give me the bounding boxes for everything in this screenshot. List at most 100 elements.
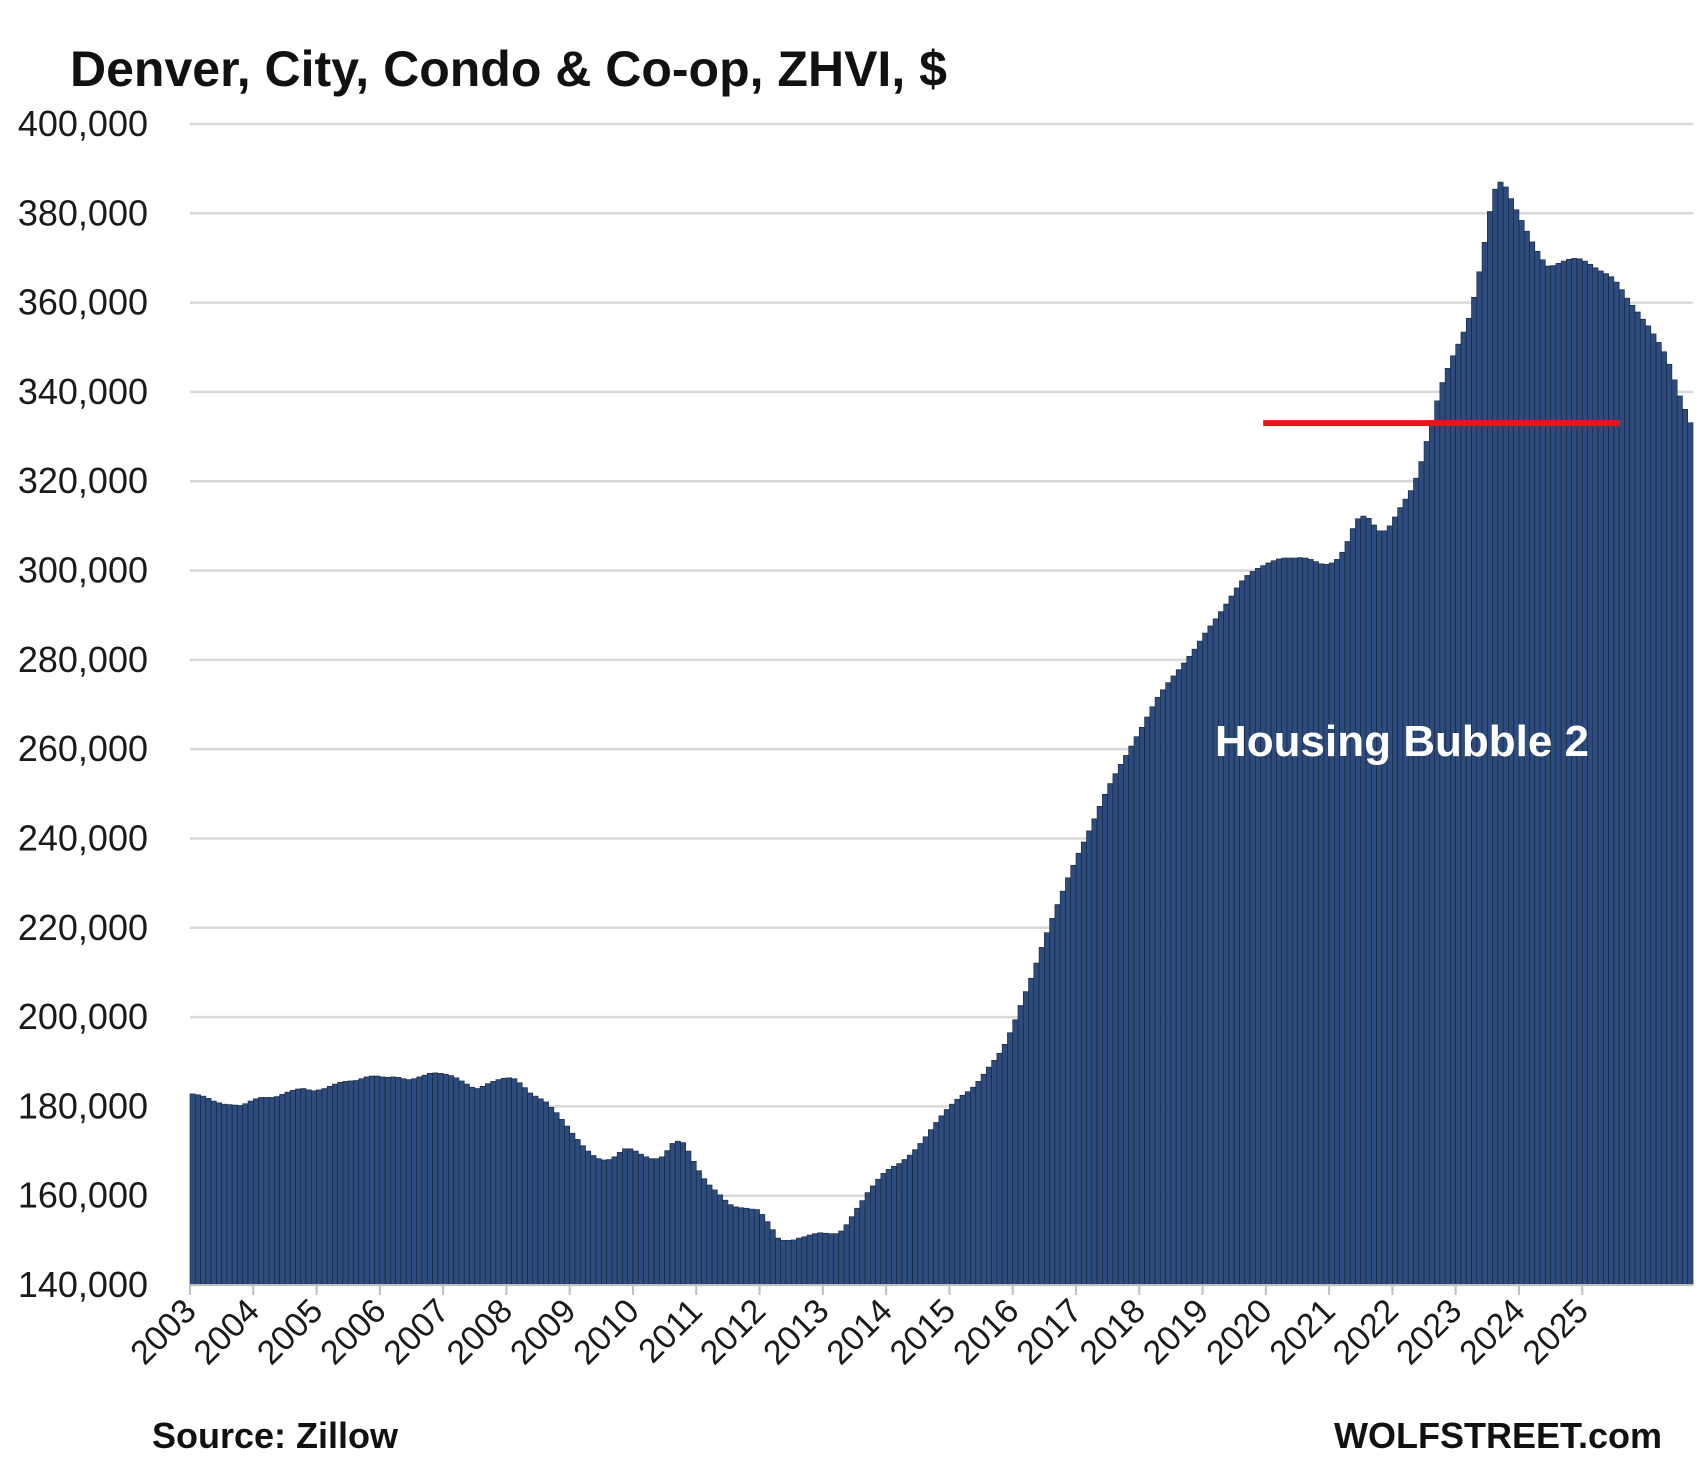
bar [632, 1150, 639, 1286]
bar [1624, 297, 1631, 1286]
bar [627, 1148, 634, 1286]
bar [811, 1233, 818, 1286]
bar [448, 1075, 454, 1286]
bar [1181, 662, 1188, 1286]
bar [1671, 379, 1678, 1286]
bar [384, 1077, 391, 1286]
bar [1170, 675, 1177, 1286]
bar [928, 1129, 934, 1286]
bar [1576, 258, 1583, 1286]
bar [358, 1078, 365, 1286]
bar [1007, 1032, 1013, 1286]
bar [1423, 441, 1430, 1286]
bar [231, 1104, 238, 1286]
bar [1376, 530, 1383, 1286]
bar [569, 1132, 576, 1286]
bar [1629, 304, 1636, 1286]
bar [1160, 689, 1166, 1286]
bar [521, 1087, 528, 1286]
y-tick-label: 300,000 [18, 550, 148, 591]
bar [1228, 595, 1235, 1286]
bar [194, 1094, 201, 1286]
bar [653, 1158, 660, 1286]
bar [1191, 648, 1198, 1286]
bar [268, 1097, 275, 1286]
bar [1302, 557, 1309, 1286]
y-tick-label: 140,000 [18, 1264, 148, 1305]
bar [896, 1163, 903, 1286]
x-tick-label: 2016 [946, 1292, 1026, 1372]
bar [400, 1078, 407, 1286]
y-tick-label: 200,000 [18, 996, 148, 1037]
bar [1402, 498, 1409, 1286]
bar [743, 1207, 750, 1286]
bar [543, 1101, 549, 1286]
bar [664, 1150, 671, 1286]
bar [405, 1079, 412, 1286]
x-tick-label: 2022 [1326, 1292, 1406, 1372]
bar [537, 1098, 544, 1286]
y-tick-label: 340,000 [18, 371, 148, 412]
bar [289, 1090, 296, 1286]
bar [1075, 852, 1082, 1286]
bar [1133, 736, 1140, 1286]
gridlines [190, 122, 1693, 1287]
bar [1033, 962, 1040, 1286]
chart-title: Denver, City, Condo & Co-op, ZHVI, $ [70, 41, 947, 97]
bar [759, 1214, 766, 1286]
bar [332, 1083, 338, 1286]
bar [843, 1224, 850, 1286]
bar [342, 1081, 349, 1286]
bar [326, 1085, 333, 1286]
bar [864, 1192, 871, 1286]
bar [806, 1234, 813, 1286]
bar [1286, 557, 1293, 1286]
bar [310, 1090, 317, 1286]
bar [685, 1150, 692, 1286]
bar [321, 1088, 328, 1286]
x-tick-label: 2014 [819, 1292, 899, 1372]
bar [1154, 697, 1161, 1286]
bar [1381, 530, 1388, 1286]
bar [1555, 263, 1562, 1286]
bar [189, 1093, 196, 1286]
bar [1239, 580, 1246, 1286]
bar [959, 1094, 966, 1286]
bar [1244, 575, 1251, 1286]
bar [347, 1080, 354, 1286]
bar [1323, 563, 1330, 1286]
bar [210, 1100, 217, 1286]
bar [390, 1076, 396, 1286]
x-tick-label: 2020 [1199, 1292, 1279, 1372]
bar [1339, 551, 1346, 1286]
bar [717, 1194, 723, 1286]
bar [674, 1140, 681, 1286]
bar [579, 1145, 586, 1286]
bar [1655, 342, 1662, 1286]
bar [1666, 363, 1673, 1286]
bar [901, 1159, 908, 1286]
x-tick-label: 2009 [503, 1292, 583, 1372]
bar [854, 1207, 861, 1286]
bar [1270, 560, 1277, 1286]
bar [1566, 258, 1573, 1286]
bar [479, 1085, 486, 1286]
bar [616, 1152, 623, 1286]
bar [495, 1079, 502, 1286]
x-tick-label: 2021 [1262, 1292, 1342, 1372]
x-tick-label: 2019 [1136, 1292, 1216, 1372]
bar [1138, 726, 1145, 1286]
bar [722, 1199, 729, 1286]
bar [1444, 367, 1451, 1286]
bar [284, 1091, 291, 1286]
bar [695, 1170, 702, 1286]
bar [859, 1200, 866, 1286]
bar [1371, 524, 1377, 1286]
bar [769, 1229, 776, 1286]
bar [1017, 1005, 1024, 1286]
bar [1117, 764, 1124, 1286]
bar [1682, 409, 1689, 1286]
y-tick-label: 240,000 [18, 817, 148, 858]
bar [1012, 1019, 1019, 1286]
